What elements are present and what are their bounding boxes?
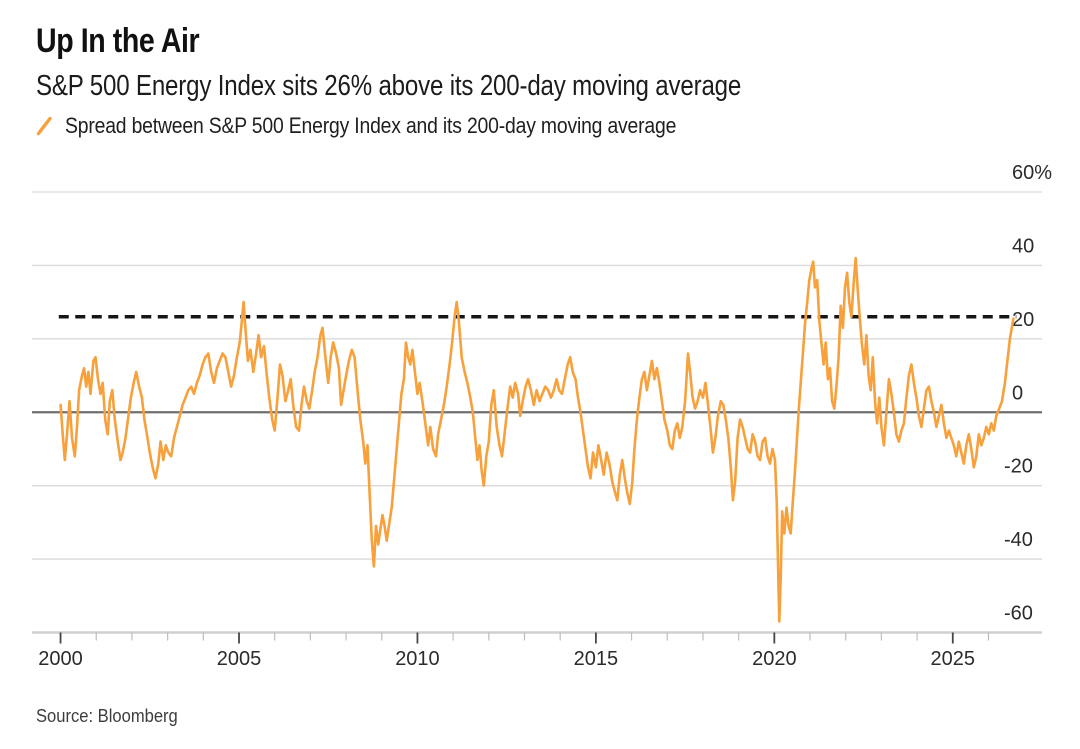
chart-subtitle: S&P 500 Energy Index sits 26% above its … — [36, 70, 742, 102]
y-axis-label: -20 — [1004, 456, 1033, 478]
legend: Spread between S&P 500 Energy Index and … — [35, 113, 760, 139]
y-axis-label: -40 — [1004, 529, 1033, 551]
spread-line-series — [59, 256, 1015, 623]
x-axis-label: 2010 — [395, 648, 440, 670]
y-axis-label: 0 — [1012, 382, 1023, 404]
x-axis-label: 2020 — [752, 648, 797, 670]
y-axis-label: 20 — [1012, 309, 1034, 331]
source-credit: Source: Bloomberg — [36, 706, 178, 726]
y-axis-label: 40 — [1012, 235, 1034, 257]
legend-line-icon — [35, 114, 54, 138]
chart-title: Up In the Air — [36, 22, 200, 60]
y-axis-label: 60% — [1012, 162, 1052, 184]
legend-label: Spread between S&P 500 Energy Index and … — [65, 113, 677, 138]
y-axis-label: -60 — [1004, 603, 1033, 625]
x-axis-label: 2000 — [38, 648, 83, 670]
x-axis-label: 2025 — [931, 648, 976, 670]
x-axis-label: 2015 — [574, 648, 619, 670]
x-axis-label: 2005 — [217, 648, 262, 670]
